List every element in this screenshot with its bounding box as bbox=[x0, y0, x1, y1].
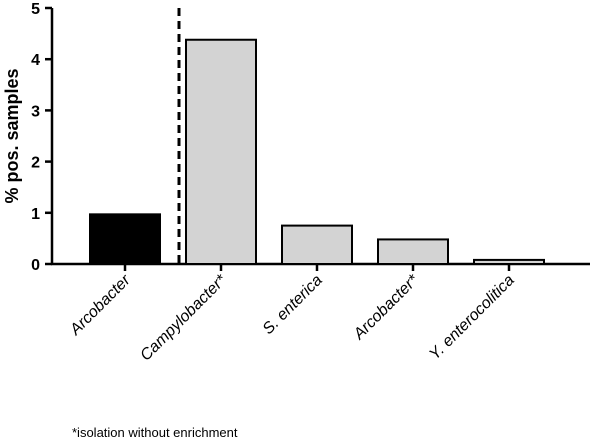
x-axis: Arcobacter Campylobacter* S. enterica Arcob… bbox=[51, 262, 590, 364]
y-tick-label: 1 bbox=[31, 206, 40, 223]
y-axis-label: % pos. samples bbox=[2, 68, 22, 203]
x-tick-label: S. enterica bbox=[260, 272, 326, 338]
x-tick-label: Campylobacter* bbox=[137, 271, 230, 364]
y-axis: 0 1 2 3 4 5 bbox=[31, 1, 54, 274]
bars bbox=[89, 38, 545, 266]
x-tick-label: Y. enterocolitica bbox=[426, 272, 518, 364]
bar bbox=[185, 38, 257, 265]
bar bbox=[281, 224, 353, 266]
bar bbox=[473, 258, 545, 265]
x-tick-label: Arcobacter bbox=[66, 271, 134, 339]
bar bbox=[377, 238, 449, 265]
y-tick-label: 5 bbox=[31, 1, 40, 18]
y-tick-label: 0 bbox=[31, 257, 40, 274]
y-tick-label: 4 bbox=[31, 52, 40, 69]
y-tick-label: 2 bbox=[31, 155, 40, 172]
footnote: *isolation without enrichment bbox=[72, 425, 238, 440]
x-tick-label: Arcobacter* bbox=[350, 271, 422, 343]
y-tick-label: 3 bbox=[31, 103, 40, 120]
bar bbox=[89, 213, 161, 265]
